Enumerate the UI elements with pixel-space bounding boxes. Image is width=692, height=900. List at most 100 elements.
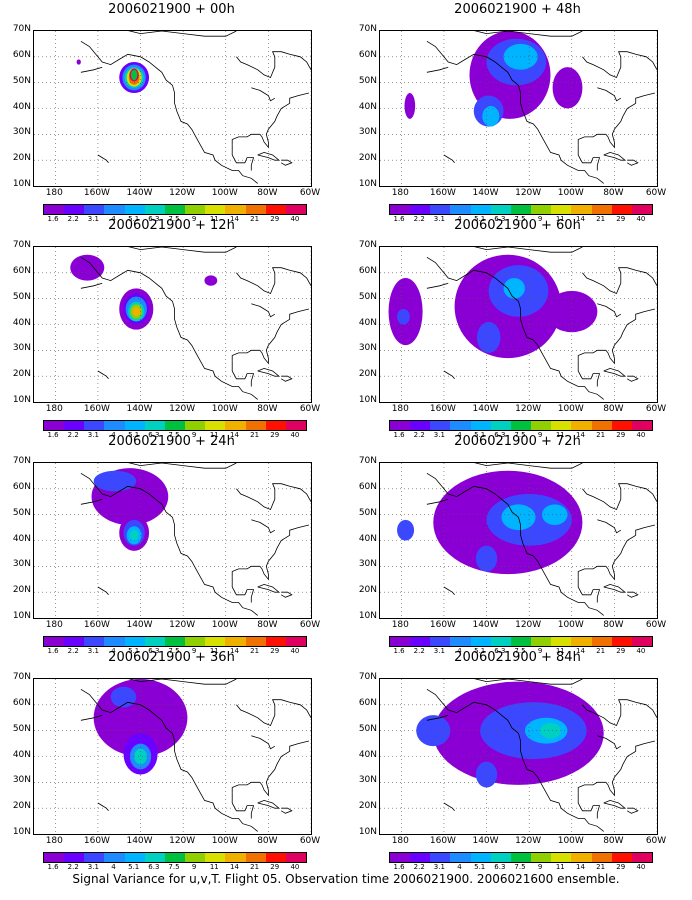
- colorbar-swatch: [144, 637, 165, 646]
- colorbar-swatch: [490, 205, 511, 214]
- variance-contour: [482, 105, 500, 127]
- longitude-tick-label: 160W: [429, 188, 456, 198]
- colorbar-label: 4: [111, 863, 116, 871]
- coastline: [582, 267, 657, 295]
- longitude-tick-label: 120W: [169, 404, 196, 414]
- longitude-tick-label: 140W: [472, 404, 499, 414]
- coastline: [603, 151, 627, 161]
- map-canvas: [34, 31, 311, 186]
- longitude-tick-label: 120W: [169, 836, 196, 846]
- colorbar-swatch: [410, 205, 431, 214]
- latitude-tick-label: 60N: [358, 49, 377, 60]
- latitude-tick-label: 70N: [358, 240, 377, 250]
- map-frame: [379, 678, 658, 835]
- coastline: [626, 807, 639, 814]
- colorbar-label: 14: [229, 215, 239, 223]
- longitude-tick-label: 100W: [211, 620, 238, 630]
- colorbar-swatch: [245, 205, 266, 214]
- colorbar-swatch: [450, 637, 471, 646]
- colorbar-swatch: [164, 637, 186, 646]
- coastline: [80, 714, 103, 721]
- colorbar: [389, 204, 653, 215]
- colorbar-swatch: [591, 637, 612, 646]
- coastline: [426, 472, 604, 616]
- latitude-tick-label: 70N: [12, 672, 31, 682]
- longitude-tick-label: 80W: [257, 404, 278, 414]
- colorbar-label: 2.2: [67, 647, 79, 655]
- colorbar-label: 1.6: [393, 215, 405, 223]
- coastline: [474, 247, 583, 253]
- variance-contour: [204, 275, 218, 286]
- longitude-tick-label: 60W: [645, 404, 667, 414]
- colorbar-swatch: [390, 421, 411, 430]
- coastline: [474, 463, 583, 469]
- colorbar: [43, 636, 307, 647]
- longitude-tick-label: 120W: [515, 404, 542, 414]
- longitude-tick-label: 160W: [429, 836, 456, 846]
- colorbar-swatch: [245, 637, 266, 646]
- coastline: [582, 483, 657, 511]
- longitude-tick-label: 60W: [299, 188, 321, 198]
- colorbar-label: 11: [555, 863, 565, 871]
- coastline: [280, 375, 293, 382]
- coastline: [626, 591, 639, 598]
- colorbar-swatch: [410, 637, 431, 646]
- colorbar-label: 11: [209, 863, 219, 871]
- longitude-tick-label: 100W: [557, 620, 584, 630]
- colorbar-label: 29: [270, 647, 280, 655]
- colorbar-swatch: [124, 421, 145, 430]
- colorbar-label: 4: [111, 431, 116, 439]
- latitude-tick-label: 30N: [358, 127, 377, 138]
- map-canvas: [380, 463, 657, 618]
- colorbar-swatch: [470, 205, 491, 214]
- longitude-tick-label: 60W: [645, 188, 667, 198]
- colorbar-swatch: [430, 205, 451, 214]
- coastline: [426, 256, 604, 400]
- latitude-tick-label: 30N: [12, 559, 31, 570]
- map-canvas: [34, 679, 311, 834]
- latitude-tick-label: 70N: [12, 240, 31, 250]
- map-canvas: [380, 247, 657, 402]
- coastline: [80, 40, 258, 184]
- colorbar-label: 29: [616, 863, 626, 871]
- latitude-tick-label: 70N: [358, 24, 377, 34]
- longitude-tick-label: 120W: [515, 836, 542, 846]
- colorbar-label: 4: [457, 647, 462, 655]
- colorbar-label: 11: [209, 215, 219, 223]
- latitude-tick-label: 60N: [358, 265, 377, 276]
- colorbar-label: 2.2: [413, 647, 425, 655]
- colorbar-label: 4: [111, 647, 116, 655]
- coastline: [426, 66, 449, 73]
- colorbar-label: 29: [270, 431, 280, 439]
- colorbar-label: 40: [636, 215, 646, 223]
- coastline: [577, 576, 601, 603]
- longitude-tick-label: 160W: [429, 620, 456, 630]
- colorbar-swatch: [450, 205, 471, 214]
- longitude-tick-label: 160W: [83, 404, 110, 414]
- colorbar-label: 7.5: [514, 215, 526, 223]
- latitude-tick-label: 50N: [358, 291, 377, 302]
- coastline: [577, 740, 655, 797]
- latitude-tick-label: 10N: [12, 179, 31, 189]
- variance-contour: [541, 504, 568, 525]
- latitude-tick-label: 40N: [12, 101, 31, 112]
- colorbar-swatch: [104, 421, 125, 430]
- coastline: [443, 370, 455, 380]
- longitude-tick-label: 80W: [257, 188, 278, 198]
- latitude-tick-label: 10N: [12, 395, 31, 405]
- panel-title: 2006021900 + 24h: [108, 434, 235, 449]
- latitude-tick-label: 50N: [358, 507, 377, 518]
- colorbar-swatch: [84, 205, 105, 214]
- coastline: [97, 802, 109, 812]
- colorbar: [389, 420, 653, 431]
- longitude-tick-label: 60W: [645, 620, 667, 630]
- colorbar-swatch: [591, 421, 612, 430]
- map-frame: [379, 246, 658, 403]
- colorbar-swatch: [551, 853, 572, 862]
- colorbar-swatch: [245, 853, 266, 862]
- latitude-tick-label: 60N: [12, 49, 31, 60]
- panel-title: 2006021900 + 36h: [108, 650, 235, 665]
- longitude-tick-label: 140W: [472, 620, 499, 630]
- longitude-tick-label: 180: [391, 620, 409, 630]
- coastline: [257, 799, 281, 809]
